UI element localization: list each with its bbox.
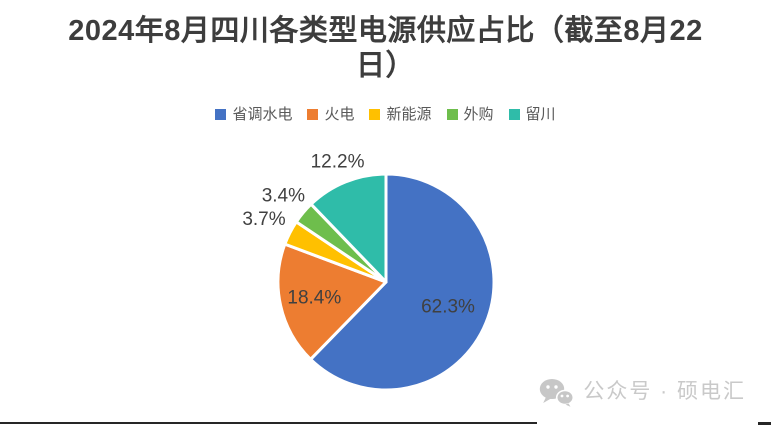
legend-swatch bbox=[508, 109, 520, 120]
legend-label: 火电 bbox=[324, 105, 355, 123]
pie-label-4: 12.2% bbox=[311, 151, 365, 172]
legend-swatch bbox=[369, 109, 381, 120]
pie-label-1: 18.4% bbox=[287, 288, 341, 309]
pie-slice-4 bbox=[309, 172, 388, 284]
pie-label-0: 62.3% bbox=[421, 297, 475, 318]
legend-item-2: 新能源 bbox=[369, 105, 432, 123]
legend-item-1: 火电 bbox=[307, 107, 354, 122]
chart-legend: 省调水电 火电 新能源 外购 留川 bbox=[0, 103, 771, 125]
watermark-text: 公众号 · 硕电汇 bbox=[583, 380, 746, 403]
watermark: 公众号 · 硕电汇 bbox=[539, 377, 746, 407]
pie-label-2: 3.7% bbox=[242, 209, 285, 230]
legend-label: 外购 bbox=[463, 105, 494, 123]
legend-item-0: 省调水电 bbox=[215, 107, 292, 122]
legend-swatch bbox=[307, 109, 319, 120]
legend-item-4: 留川 bbox=[508, 105, 556, 123]
legend-swatch bbox=[446, 109, 458, 120]
wechat-icon bbox=[539, 378, 575, 407]
legend-label: 省调水电 bbox=[232, 105, 293, 123]
pie-label-3: 3.4% bbox=[262, 185, 305, 206]
legend-label: 留川 bbox=[525, 105, 556, 123]
legend-item-3: 外购 bbox=[446, 105, 494, 123]
chart-title: 2024年8月四川各类型电源供应占比（截至8月22日） bbox=[68, 15, 703, 82]
legend-swatch bbox=[215, 109, 227, 120]
pie-slice-0 bbox=[309, 172, 496, 392]
bottom-rule-left bbox=[0, 422, 537, 424]
bottom-rule-right bbox=[758, 422, 771, 425]
legend-label: 新能源 bbox=[386, 105, 432, 123]
